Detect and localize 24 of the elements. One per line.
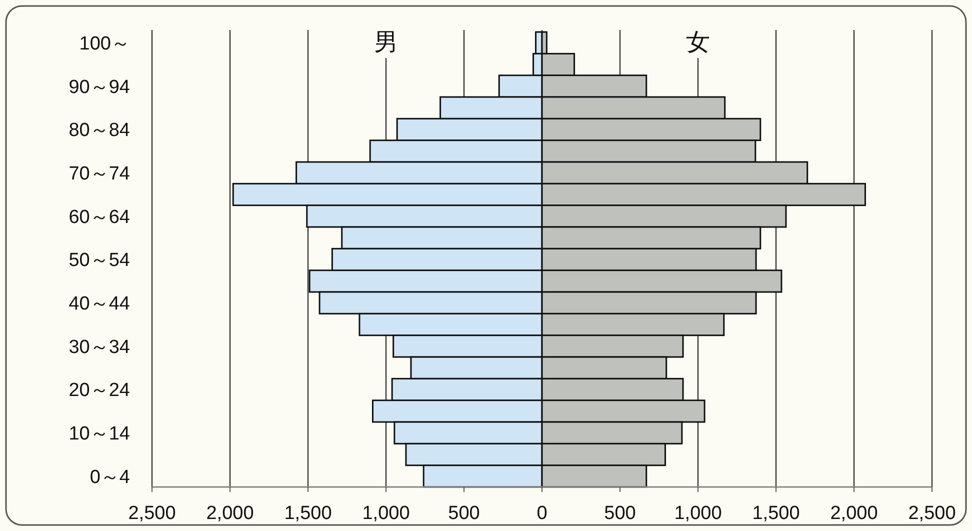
x-tick-label: 1,000 bbox=[362, 503, 410, 524]
y-tick-label: 30～34 bbox=[68, 336, 130, 358]
x-tick-label: 2,500 bbox=[128, 503, 176, 524]
y-tick-label: 50～54 bbox=[68, 250, 130, 272]
x-tick-label: 0 bbox=[536, 503, 548, 524]
y-tick-label: 20～24 bbox=[68, 380, 130, 402]
y-tick-label: 80～84 bbox=[68, 120, 130, 142]
x-tick-label: 1,500 bbox=[284, 503, 332, 524]
x-tick-label: 1,000 bbox=[674, 503, 722, 524]
y-tick-label: 0～4 bbox=[90, 466, 130, 488]
y-tick-label: 60～64 bbox=[68, 206, 130, 228]
y-tick-label: 10～14 bbox=[68, 423, 130, 444]
series-label: 女 bbox=[686, 29, 710, 56]
y-tick-label: 40～44 bbox=[68, 293, 130, 314]
y-tick-label: 90～94 bbox=[68, 76, 130, 98]
y-tick-label: 100～ bbox=[79, 33, 130, 54]
x-tick-label: 2,000 bbox=[206, 503, 254, 524]
x-tick-label: 500 bbox=[604, 503, 636, 524]
x-tick-label: 2,000 bbox=[830, 503, 878, 524]
x-tick-label: 1,500 bbox=[752, 503, 800, 524]
x-tick-label: 2,500 bbox=[908, 503, 956, 524]
text: 男 bbox=[374, 29, 398, 56]
y-tick-label: 70～74 bbox=[68, 163, 130, 184]
x-tick-label: 500 bbox=[448, 503, 480, 524]
